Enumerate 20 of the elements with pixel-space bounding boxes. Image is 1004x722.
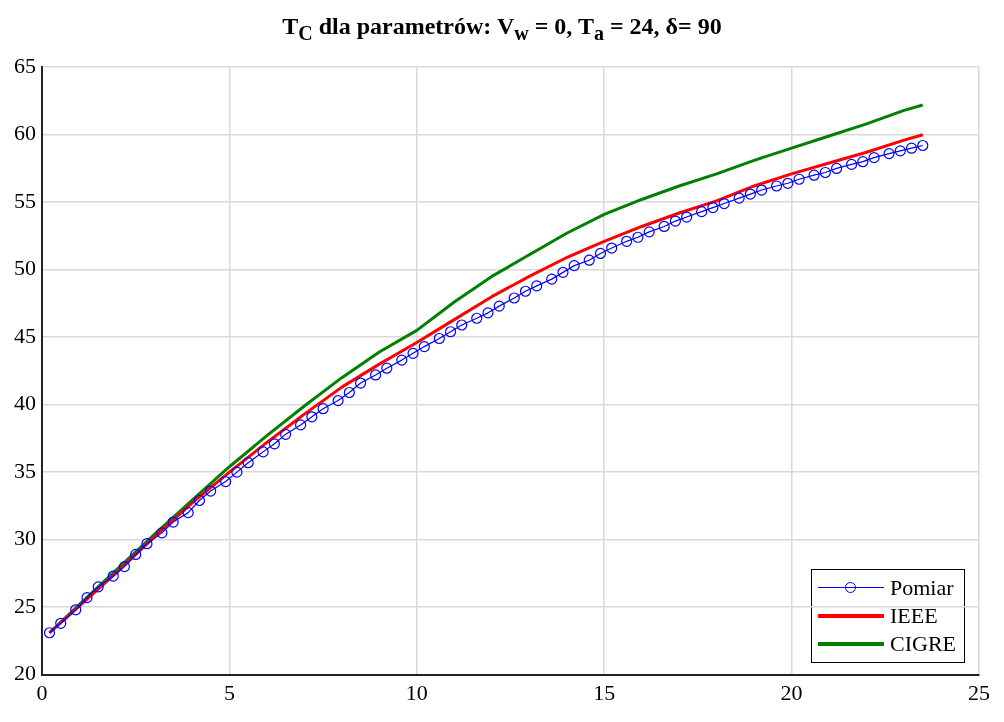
x-tick-label: 20 bbox=[780, 679, 803, 705]
x-tick-label: 0 bbox=[36, 679, 48, 705]
y-tick-label: 35 bbox=[14, 457, 36, 483]
legend-label: CIGRE bbox=[890, 629, 956, 658]
y-tick-label: 65 bbox=[14, 52, 36, 78]
chart-title: T$_{C}$ dla parametrów: V$_{w}$ = 0, T$_{a}$ = 24, δ= 90 bbox=[281, 12, 723, 46]
y-tick-label: 45 bbox=[14, 322, 36, 348]
y-tick-label: 25 bbox=[14, 592, 36, 618]
y-tick-label: 30 bbox=[14, 525, 36, 551]
y-tick-label: 20 bbox=[14, 660, 36, 686]
y-tick-label: 55 bbox=[14, 187, 36, 213]
y-tick-label: 60 bbox=[14, 120, 36, 146]
legend-label: Pomiar bbox=[890, 573, 954, 602]
x-tick-label: 15 bbox=[593, 679, 616, 705]
x-tick-label: 5 bbox=[223, 679, 235, 705]
y-tick-label: 50 bbox=[14, 255, 36, 281]
y-tick-label: 40 bbox=[14, 390, 36, 416]
x-tick-label: 10 bbox=[405, 679, 428, 705]
x-tick-label: 25 bbox=[968, 679, 990, 705]
legend-label: IEEE bbox=[890, 601, 938, 630]
